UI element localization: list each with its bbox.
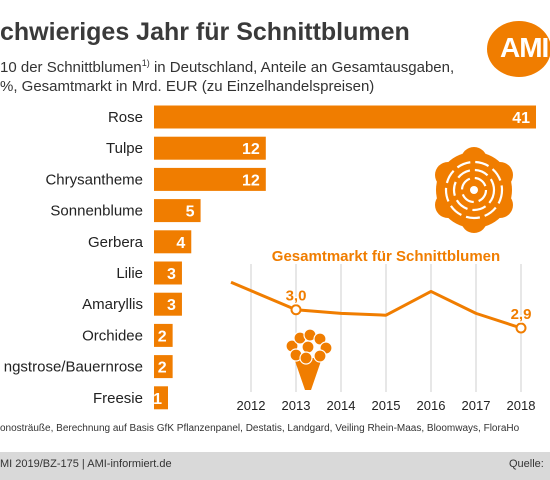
rose-petal bbox=[461, 147, 487, 173]
bar-category-label: Lilie bbox=[116, 265, 143, 282]
bar-value-label: 5 bbox=[186, 204, 195, 221]
chart-title: chwieriges Jahr für Schnittblumen bbox=[0, 18, 410, 46]
bar-value-label: 12 bbox=[242, 172, 260, 189]
bar bbox=[154, 261, 182, 285]
bar-category-label: Orchidee bbox=[82, 327, 143, 344]
rose-petal bbox=[487, 192, 513, 218]
bar-value-label: 41 bbox=[512, 110, 530, 127]
bouquet-flower bbox=[301, 340, 315, 354]
footnote-marker: 1) bbox=[141, 58, 150, 68]
x-tick-label: 2018 bbox=[507, 398, 536, 413]
chart-subtitle-line2: %, Gesamtmarkt in Mrd. EUR (zu Einzelhan… bbox=[0, 78, 375, 95]
bar-value-label: 2 bbox=[158, 328, 167, 345]
bar bbox=[154, 386, 168, 410]
rose-icon bbox=[435, 147, 513, 233]
rose-petal bbox=[461, 207, 487, 233]
rose-petal bbox=[435, 192, 461, 218]
bar-category-label: Rose bbox=[108, 109, 143, 126]
bouquet-flower bbox=[313, 332, 327, 346]
bar-category-label: Tulpe bbox=[106, 140, 143, 157]
data-point bbox=[515, 322, 527, 334]
bar bbox=[154, 199, 201, 223]
bouquet-icon bbox=[285, 328, 333, 390]
rose-center bbox=[470, 186, 478, 194]
bar-category-label: Amaryllis bbox=[82, 296, 143, 313]
bouquet-flower bbox=[299, 351, 313, 365]
line-chart-panel bbox=[231, 245, 550, 395]
bar-category-label: Chrysantheme bbox=[45, 171, 143, 188]
data-point bbox=[290, 304, 302, 316]
bar-value-label: 4 bbox=[176, 235, 185, 252]
bar-value-label: 3 bbox=[167, 266, 176, 283]
data-point-label: 2,9 bbox=[511, 306, 532, 323]
x-tick-label: 2016 bbox=[417, 398, 446, 413]
bar bbox=[154, 355, 173, 379]
bar-category-label: Gerbera bbox=[88, 234, 144, 251]
bar bbox=[154, 292, 182, 316]
bar-category-label: Freesie bbox=[93, 390, 143, 407]
line-chart: Gesamtmarkt für Schnittblumen 2012 2013 201… bbox=[230, 245, 550, 413]
footer-credit: MI 2019/BZ-175 | AMI-informiert.de bbox=[0, 458, 172, 470]
bouquet-flower bbox=[313, 349, 327, 363]
subtitle-text-pre: 10 der Schnittblumen bbox=[0, 59, 142, 76]
bouquet-wrap bbox=[294, 358, 322, 390]
x-tick-label: 2017 bbox=[462, 398, 491, 413]
x-tick-label: 2013 bbox=[282, 398, 311, 413]
bar bbox=[154, 136, 266, 160]
line-chart-title: Gesamtmarkt für Schnittblumen bbox=[272, 248, 500, 265]
subtitle-text-post: in Deutschland, Anteile an Gesamtausgabe… bbox=[149, 59, 455, 76]
chart-subtitle-line1: 10 der Schnittblumen1) in Deutschland, A… bbox=[0, 58, 454, 76]
x-tick-label: 2015 bbox=[372, 398, 401, 413]
footer-bar bbox=[0, 452, 550, 480]
bar-category-label: ngstrose/Bauernrose bbox=[4, 359, 143, 376]
data-point-label: 3,0 bbox=[286, 288, 307, 305]
bar bbox=[154, 230, 192, 254]
bar bbox=[154, 323, 173, 347]
rose-petal bbox=[435, 162, 461, 188]
ami-logo: AMI bbox=[487, 21, 550, 77]
rose-petal-line bbox=[444, 160, 504, 220]
rose-petal bbox=[487, 162, 513, 188]
logo-text: AMI bbox=[500, 32, 549, 63]
bar-value-label: 12 bbox=[242, 141, 260, 158]
rose-petal-line bbox=[460, 176, 488, 204]
bar-category-label: Sonnenblume bbox=[50, 203, 143, 220]
bar-value-label: 3 bbox=[167, 297, 176, 314]
x-tick-label: 2014 bbox=[327, 398, 356, 413]
bar bbox=[154, 167, 266, 191]
bar-value-label: 1 bbox=[153, 391, 162, 408]
footnote: onosträuße, Berechnung auf Basis GfK Pfl… bbox=[0, 423, 520, 434]
rose-petal-line bbox=[452, 168, 496, 212]
bar bbox=[154, 105, 536, 129]
x-tick-label: 2012 bbox=[237, 398, 266, 413]
bar-value-label: 2 bbox=[158, 360, 167, 377]
footer-source: Quelle: bbox=[509, 458, 544, 470]
